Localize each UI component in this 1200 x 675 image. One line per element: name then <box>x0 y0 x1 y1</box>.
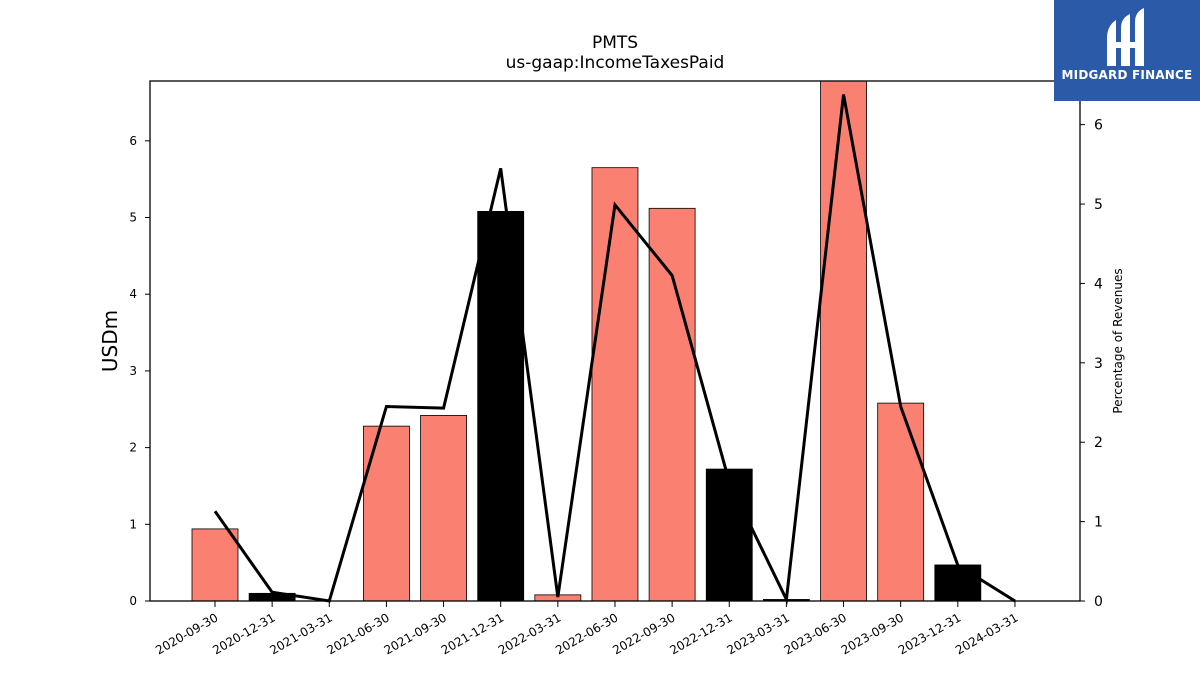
bar-2020-09-30 <box>191 528 239 602</box>
y-tick-right-label: 1 <box>1094 515 1103 531</box>
y-tick-right-label: 6 <box>1094 118 1103 134</box>
y-tick-right-label: 0 <box>1094 594 1103 610</box>
x-tick-label: 2022-06-30 <box>553 610 620 657</box>
logo-text: MIDGARD FINANCE <box>1061 68 1193 82</box>
percentage-line <box>213 94 1016 605</box>
y-tick-left-label: 6 <box>129 134 137 148</box>
y-tick-left-label: 0 <box>129 594 137 608</box>
brand-logo: MIDGARD FINANCE <box>1054 0 1200 101</box>
x-tick-label: 2023-09-30 <box>839 610 906 657</box>
bars-group <box>191 80 982 602</box>
x-tick-label: 2020-09-30 <box>153 610 220 657</box>
x-tick-label: 2023-03-31 <box>724 610 791 657</box>
y-tick-left-label: 1 <box>129 517 137 531</box>
x-tick-label: 2022-09-30 <box>610 610 677 657</box>
y-tick-left-label: 5 <box>129 211 137 225</box>
bar-2023-09-30 <box>877 402 925 602</box>
y-tick-right-label: 2 <box>1094 435 1103 451</box>
y-tick-right-label: 5 <box>1094 197 1103 213</box>
x-tick-label: 2020-12-31 <box>210 610 277 657</box>
bar-2021-09-30 <box>420 414 467 602</box>
x-tick-label: 2024-03-31 <box>953 610 1020 657</box>
bar-2023-06-30 <box>820 80 867 602</box>
y-tick-right-label: 4 <box>1094 276 1103 292</box>
x-tick-label: 2021-09-30 <box>382 610 449 657</box>
y-axis-label-right: Percentage of Revenues <box>1111 268 1125 413</box>
bar-2023-12-31 <box>934 564 982 602</box>
y-tick-left-label: 3 <box>129 364 137 378</box>
line-group <box>213 94 1016 605</box>
x-tick-label: 2021-03-31 <box>267 610 334 657</box>
chart-subtitle: us-gaap:IncomeTaxesPaid <box>506 53 725 73</box>
x-tick-label: 2021-12-31 <box>439 610 506 657</box>
y-ticks-right: 0 1 2 3 4 5 6 <box>1080 118 1103 610</box>
y-tick-left-label: 2 <box>129 441 137 455</box>
x-ticks: 2020-09-302020-12-312021-03-312021-06-30… <box>153 601 1020 657</box>
x-tick-label: 2021-06-30 <box>325 610 392 657</box>
x-tick-label: 2023-06-30 <box>782 610 849 657</box>
y-ticks-left: 0 1 2 3 4 5 6 <box>129 134 150 608</box>
chart-title: PMTS <box>592 33 638 53</box>
logo-mark-icon <box>1107 8 1144 66</box>
x-tick-label: 2022-03-31 <box>496 610 563 657</box>
x-tick-label: 2022-12-31 <box>667 610 734 657</box>
x-tick-label: 2023-12-31 <box>896 610 963 657</box>
y-tick-left-label: 4 <box>129 287 137 301</box>
bar-2022-06-30 <box>591 167 639 602</box>
bar-2021-12-31 <box>477 210 525 602</box>
bar-2022-12-31 <box>705 468 753 602</box>
bar-2022-09-30 <box>648 207 696 602</box>
y-axis-label-left: USDm <box>98 310 122 372</box>
bar-2021-06-30 <box>363 425 410 602</box>
y-tick-right-label: 3 <box>1094 356 1103 372</box>
